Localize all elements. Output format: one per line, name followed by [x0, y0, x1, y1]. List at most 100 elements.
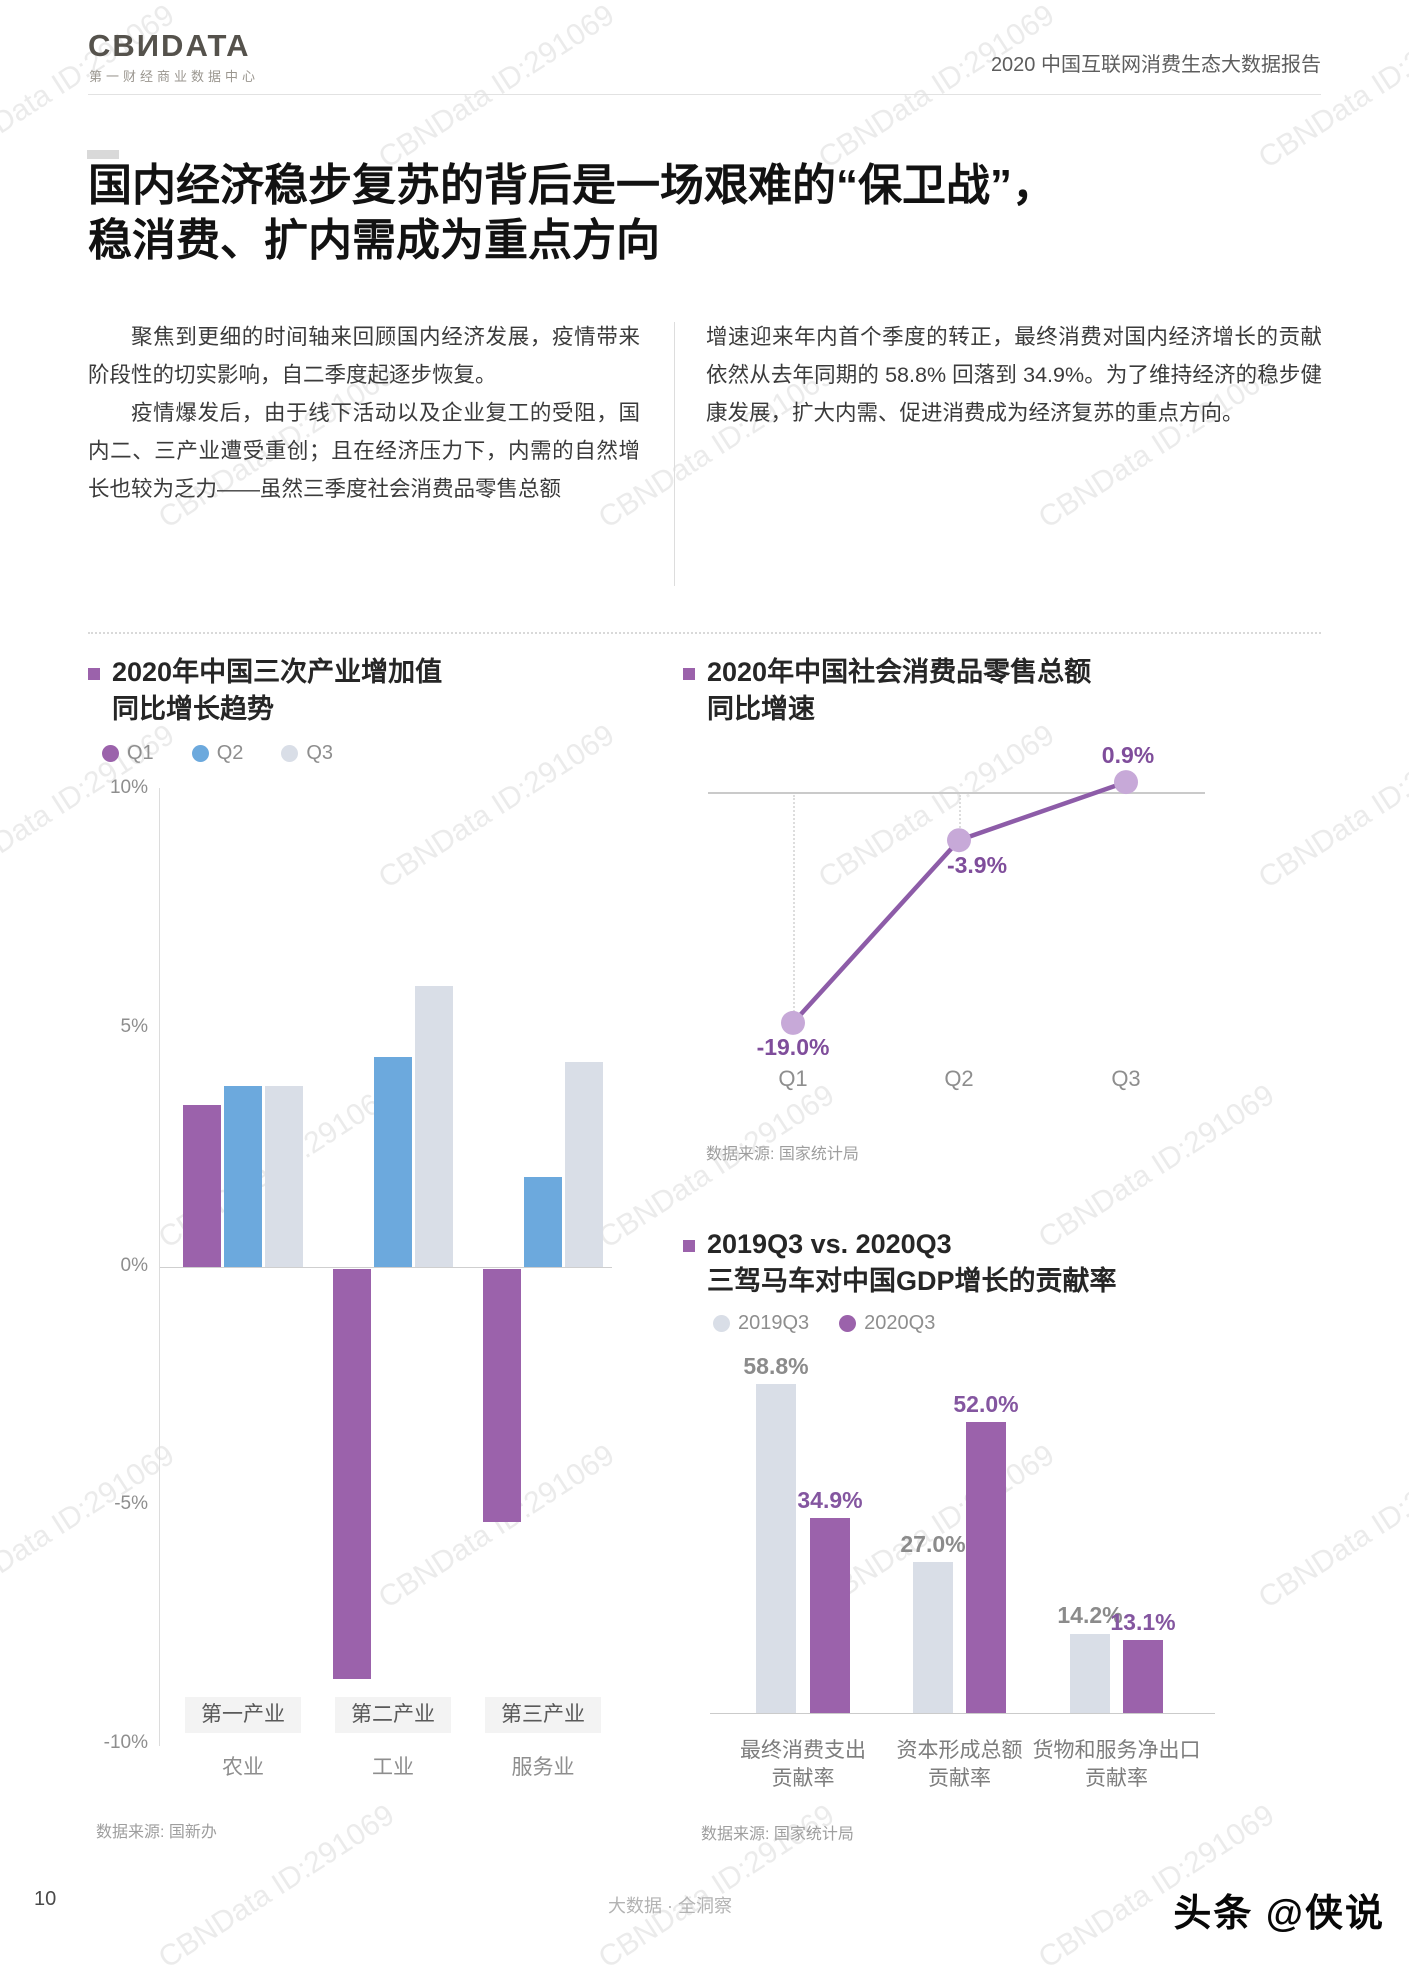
legend-dot-icon — [713, 1315, 730, 1332]
chart1-category-label: 第一产业 — [185, 1697, 301, 1733]
chart1-category-sublabel: 农业 — [222, 1756, 264, 1779]
chart1-category-label: 第三产业 — [485, 1697, 601, 1733]
legend-dot-icon — [839, 1315, 857, 1332]
legend-item-q3: Q3 — [281, 742, 333, 765]
chart1-bar-Q1-cat1 — [333, 1268, 371, 1680]
chart1-y-tick: -10% — [103, 1732, 148, 1753]
diagonal-watermark: CBNData ID:291069 — [1252, 718, 1409, 895]
chart2-zero-line — [708, 792, 1205, 794]
chart2-point-Q3 — [1114, 770, 1138, 795]
legend-label: Q2 — [216, 742, 244, 764]
chart1-legend: Q1 Q2 Q3 — [102, 742, 333, 765]
chart1-bar-Q3-cat2 — [565, 1062, 603, 1268]
cbndata-logo: CBИDATA — [88, 28, 251, 63]
chart1-y-axis — [159, 788, 160, 1746]
chart1-bar-Q3-cat1 — [415, 985, 453, 1268]
legend-label: Q1 — [127, 742, 154, 764]
chart2-x-label: Q1 — [778, 1066, 808, 1091]
chart3-category-label: 最终消费支出 — [740, 1739, 866, 1762]
diagonal-watermark: CBNData ID:291069 — [372, 0, 621, 175]
legend-label: 2019Q3 — [738, 1312, 810, 1334]
chart3-bar-2020Q3-cat0 — [810, 1517, 850, 1713]
diagonal-watermark: CBNData ID:291069 — [1252, 0, 1409, 175]
chart1-bar-Q2-cat1 — [374, 1057, 412, 1268]
chart3-source: 数据来源: 国家统计局 — [701, 1826, 854, 1843]
chart2-value-label: 0.9% — [1101, 742, 1155, 768]
chart3-legend: 2019Q3 2020Q3 — [713, 1312, 935, 1335]
page-title-line1: 国内经济稳步复苏的背后是一场艰难的“保卫战”， — [88, 161, 1056, 210]
chart3-category-sublabel: 贡献率 — [771, 1767, 835, 1790]
chart2-bullet-icon — [683, 668, 695, 680]
chart3-title-line2: 三驾马车对中国GDP增长的贡献率 — [707, 1266, 1117, 1296]
report-title: 2020 中国互联网消费生态大数据报告 — [990, 54, 1321, 76]
page-title-line2: 稳消费、扩内需成为重点方向 — [88, 216, 660, 265]
chart2-value-label: -19.0% — [756, 1034, 830, 1060]
chart3-bar-2020Q3-cat2 — [1123, 1639, 1163, 1713]
chart2-line-svg — [781, 770, 1138, 1035]
column-divider — [674, 322, 675, 586]
chart3-category-label: 资本形成总额 — [896, 1739, 1023, 1762]
chart1-category-sublabel: 工业 — [372, 1756, 414, 1779]
legend-label: 2020Q3 — [864, 1312, 936, 1334]
chart2-source: 数据来源: 国家统计局 — [706, 1146, 859, 1163]
chart3-bar-2019Q3-cat1 — [913, 1561, 953, 1713]
chart1-bar-Q2-cat2 — [524, 1176, 562, 1268]
diagonal-watermark: CBNData ID:291069 — [1252, 1438, 1409, 1615]
chart2-line — [791, 779, 1127, 1025]
chart3-category-sublabel: 贡献率 — [1085, 1767, 1148, 1790]
dotted-separator — [88, 632, 1321, 634]
paragraph: 聚焦到更细的时间轴来回顾国内经济发展，疫情带来阶段性的切实影响，自二季度起逐步恢… — [88, 325, 640, 387]
chart3-value-label: 34.9% — [797, 1487, 863, 1513]
chart1-category-label: 第二产业 — [335, 1697, 451, 1733]
chart3-bar-2020Q3-cat1 — [966, 1421, 1006, 1713]
legend-item-2020q3: 2020Q3 — [839, 1312, 935, 1335]
chart1-zero-line — [160, 1267, 612, 1268]
chart3-bar-2019Q3-cat0 — [756, 1383, 796, 1713]
legend-dot-icon — [281, 745, 299, 762]
diagonal-watermark: CBNData ID:291069 — [0, 1438, 181, 1615]
section-dash — [87, 150, 119, 159]
chart2-value-label: -3.9% — [946, 852, 1008, 878]
legend-item-2019q3: 2019Q3 — [713, 1312, 809, 1335]
chart3-value-label: 52.0% — [953, 1391, 1019, 1417]
chart3-category-sublabel: 贡献率 — [928, 1767, 991, 1790]
chart3-title: 2019Q3 vs. 2020Q3 三驾马车对中国GDP增长的贡献率 — [707, 1226, 1117, 1300]
diagonal-watermark: CBNData ID:291069 — [372, 718, 621, 895]
footer-slogan: 大数据 · 全洞察 — [608, 1896, 732, 1916]
chart1-y-tick: 10% — [109, 777, 148, 798]
chart3-baseline — [710, 1713, 1215, 1714]
body-right-column: 增速迎来年内首个季度的转正，最终消费对国内经济增长的贡献依然从去年同期的 58.… — [706, 318, 1322, 432]
chart1-source: 数据来源: 国新办 — [96, 1824, 217, 1841]
chart1-bullet-icon — [88, 668, 100, 680]
chart3-value-label: 27.0% — [900, 1531, 966, 1557]
page-number: 10 — [34, 1888, 57, 1910]
chart2-title-line1: 2020年中国社会消费品零售总额 — [707, 657, 1092, 687]
paragraph: 增速迎来年内首个季度的转正，最终消费对国内经济增长的贡献依然从去年同期的 58.… — [706, 325, 1322, 425]
logo-subtitle: 第一财经商业数据中心 — [89, 69, 260, 84]
diagonal-watermark: CBNData ID:291069 — [812, 0, 1061, 175]
chart2-title-line2: 同比增速 — [707, 694, 815, 724]
chart1-bar-Q1-cat0 — [183, 1105, 221, 1268]
legend-label: Q3 — [306, 742, 334, 764]
chart2-x-label: Q3 — [1111, 1066, 1141, 1091]
page-title: 国内经济稳步复苏的背后是一场艰难的“保卫战”， 稳消费、扩内需成为重点方向 — [88, 158, 1328, 268]
chart2-guide-line — [959, 795, 961, 840]
chart3-value-label: 13.1% — [1110, 1609, 1176, 1635]
paragraph: 疫情爆发后，由于线下活动以及企业复工的受阻，国内二、三产业遭受重创；且在经济压力… — [88, 401, 640, 501]
chart1-bar-Q1-cat2 — [483, 1268, 521, 1522]
chart1-title: 2020年中国三次产业增加值 同比增长趋势 — [112, 654, 442, 728]
legend-dot-icon — [191, 745, 209, 762]
chart1-y-tick: 0% — [120, 1254, 148, 1276]
chart1-bar-Q3-cat0 — [265, 1086, 303, 1268]
chart1-category-sublabel: 服务业 — [511, 1756, 575, 1779]
chart2-guide-line — [793, 795, 795, 1023]
chart1-title-line2: 同比增长趋势 — [112, 694, 274, 724]
chart2-point-Q1 — [781, 1010, 805, 1035]
chart3-category-label: 货物和服务净出口 — [1032, 1739, 1201, 1762]
chart2-point-Q2 — [947, 828, 971, 853]
chart3-bar-2019Q3-cat2 — [1070, 1633, 1110, 1713]
toutiao-watermark: 头条 @侠说 — [1173, 1893, 1385, 1935]
legend-item-q1: Q1 — [102, 742, 154, 765]
chart3-bullet-icon — [683, 1240, 695, 1252]
